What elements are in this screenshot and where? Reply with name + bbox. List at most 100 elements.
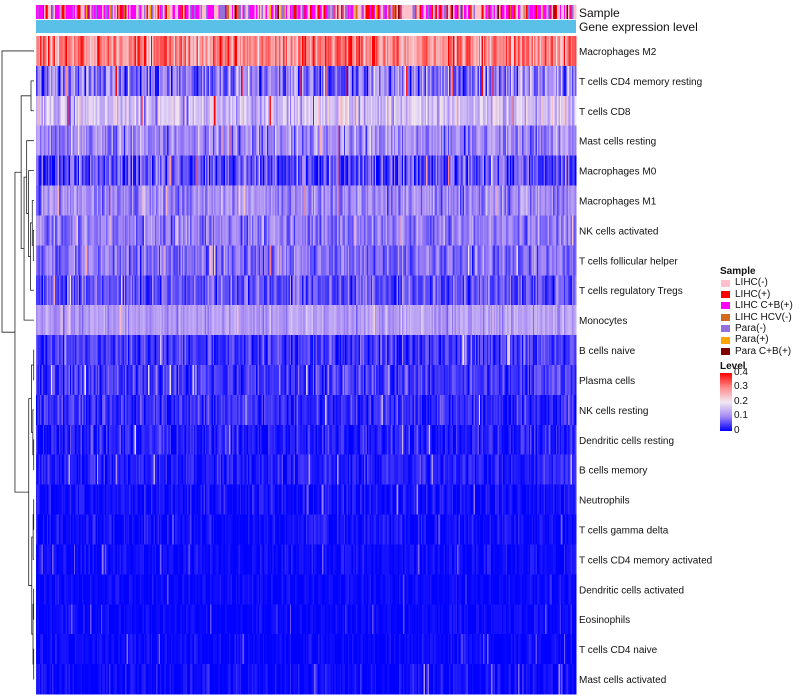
heatmap-cell bbox=[366, 305, 369, 336]
heatmap-cell bbox=[574, 335, 577, 366]
heatmap-cell bbox=[269, 305, 272, 336]
heatmap-cell bbox=[239, 95, 242, 127]
heatmap-cell bbox=[242, 185, 245, 216]
heatmap-cell bbox=[53, 215, 56, 246]
heatmap-cell bbox=[354, 335, 357, 366]
heatmap-cell bbox=[380, 36, 382, 67]
heatmap-cell bbox=[68, 36, 71, 67]
heatmap-cell bbox=[122, 305, 125, 336]
heatmap-cell bbox=[527, 335, 530, 366]
heatmap-cell bbox=[225, 365, 227, 396]
heatmap-cell bbox=[403, 185, 405, 216]
heatmap-cell bbox=[453, 185, 455, 216]
heatmap-cell bbox=[148, 335, 150, 366]
heatmap-cell bbox=[242, 305, 245, 336]
heatmap-cell bbox=[477, 275, 480, 306]
heatmap-cell bbox=[56, 335, 58, 366]
sample-annotation-cell bbox=[42, 5, 45, 19]
heatmap-cell bbox=[61, 305, 64, 336]
heatmap-cell bbox=[150, 365, 153, 396]
heatmap-cell bbox=[539, 65, 542, 97]
heatmap-cell bbox=[303, 36, 306, 67]
heatmap-cell bbox=[126, 65, 129, 97]
heatmap-cell bbox=[173, 185, 176, 216]
heatmap-cell bbox=[327, 215, 330, 246]
heatmap-cell bbox=[225, 245, 227, 276]
heatmap-cell bbox=[40, 95, 42, 127]
heatmap-cell bbox=[466, 215, 469, 246]
heatmap-cell bbox=[253, 275, 256, 306]
heatmap-cell bbox=[92, 215, 95, 246]
heatmap-cell bbox=[458, 305, 461, 336]
heatmap-cell bbox=[196, 36, 199, 67]
heatmap-cell bbox=[360, 36, 362, 67]
heatmap-cell bbox=[403, 305, 405, 336]
heatmap-cell bbox=[199, 335, 202, 366]
heatmap-cell bbox=[45, 95, 48, 127]
heatmap-cell bbox=[91, 95, 94, 127]
heatmap-cell bbox=[261, 335, 264, 366]
heatmap-cell bbox=[137, 305, 139, 336]
heatmap-cell bbox=[432, 65, 435, 97]
heatmap-cell bbox=[270, 215, 273, 246]
heatmap-cell bbox=[87, 36, 90, 67]
heatmap-cell bbox=[569, 185, 571, 216]
heatmap-cell bbox=[256, 215, 258, 246]
heatmap-cell bbox=[175, 305, 177, 336]
heatmap-cell bbox=[474, 245, 477, 276]
heatmap-cell bbox=[400, 335, 403, 366]
heatmap-cell bbox=[276, 305, 279, 336]
heatmap-cell bbox=[268, 65, 270, 97]
sample-annotation-cell bbox=[418, 5, 420, 19]
heatmap-cell bbox=[459, 305, 462, 336]
heatmap-cell bbox=[442, 335, 445, 366]
heatmap-cell bbox=[273, 335, 276, 366]
heatmap-cell bbox=[180, 365, 183, 396]
heatmap-cell bbox=[100, 245, 103, 276]
heatmap-cell bbox=[183, 245, 185, 276]
heatmap-cell bbox=[415, 215, 418, 246]
heatmap-cell bbox=[127, 215, 130, 246]
heatmap-cell bbox=[226, 215, 229, 246]
heatmap-cell bbox=[284, 185, 287, 216]
heatmap-cell bbox=[449, 305, 451, 336]
heatmap-cell bbox=[173, 155, 176, 186]
heatmap-cell bbox=[246, 125, 249, 156]
heatmap-cell bbox=[81, 245, 84, 276]
heatmap-cell bbox=[504, 36, 507, 67]
heatmap-cell bbox=[249, 185, 252, 216]
heatmap-cell bbox=[333, 245, 335, 276]
sample-annotation-cell bbox=[524, 5, 527, 19]
heatmap-cell bbox=[384, 125, 387, 156]
heatmap-cell bbox=[430, 95, 432, 127]
heatmap-cell bbox=[265, 185, 268, 216]
heatmap-cell bbox=[499, 36, 501, 67]
heatmap-cell bbox=[293, 155, 296, 186]
heatmap-cell bbox=[179, 245, 181, 276]
heatmap-cell bbox=[247, 335, 250, 366]
heatmap-cell bbox=[281, 155, 284, 186]
heatmap-cell bbox=[158, 125, 161, 156]
heatmap-cell bbox=[88, 275, 91, 306]
heatmap-cell bbox=[229, 125, 231, 156]
heatmap-cell bbox=[335, 305, 338, 336]
heatmap-cell bbox=[119, 245, 122, 276]
heatmap-cell bbox=[85, 185, 88, 216]
heatmap-cell bbox=[550, 125, 553, 156]
heatmap-cell bbox=[84, 155, 87, 186]
heatmap-cell bbox=[58, 245, 61, 276]
heatmap-cell bbox=[53, 275, 56, 306]
heatmap-cell bbox=[115, 305, 118, 336]
heatmap-cell bbox=[179, 95, 181, 127]
heatmap-cell bbox=[180, 125, 183, 156]
sample-annotation-cell bbox=[71, 5, 73, 19]
heatmap-cell bbox=[517, 65, 520, 97]
heatmap-cell bbox=[482, 335, 485, 366]
heatmap-cell bbox=[391, 36, 393, 67]
heatmap-cell bbox=[486, 155, 489, 186]
heatmap-cell bbox=[219, 185, 222, 216]
heatmap-cell bbox=[169, 335, 172, 366]
heatmap-cell bbox=[477, 36, 480, 67]
heatmap-cell bbox=[242, 275, 245, 306]
heatmap-cell bbox=[512, 335, 515, 366]
